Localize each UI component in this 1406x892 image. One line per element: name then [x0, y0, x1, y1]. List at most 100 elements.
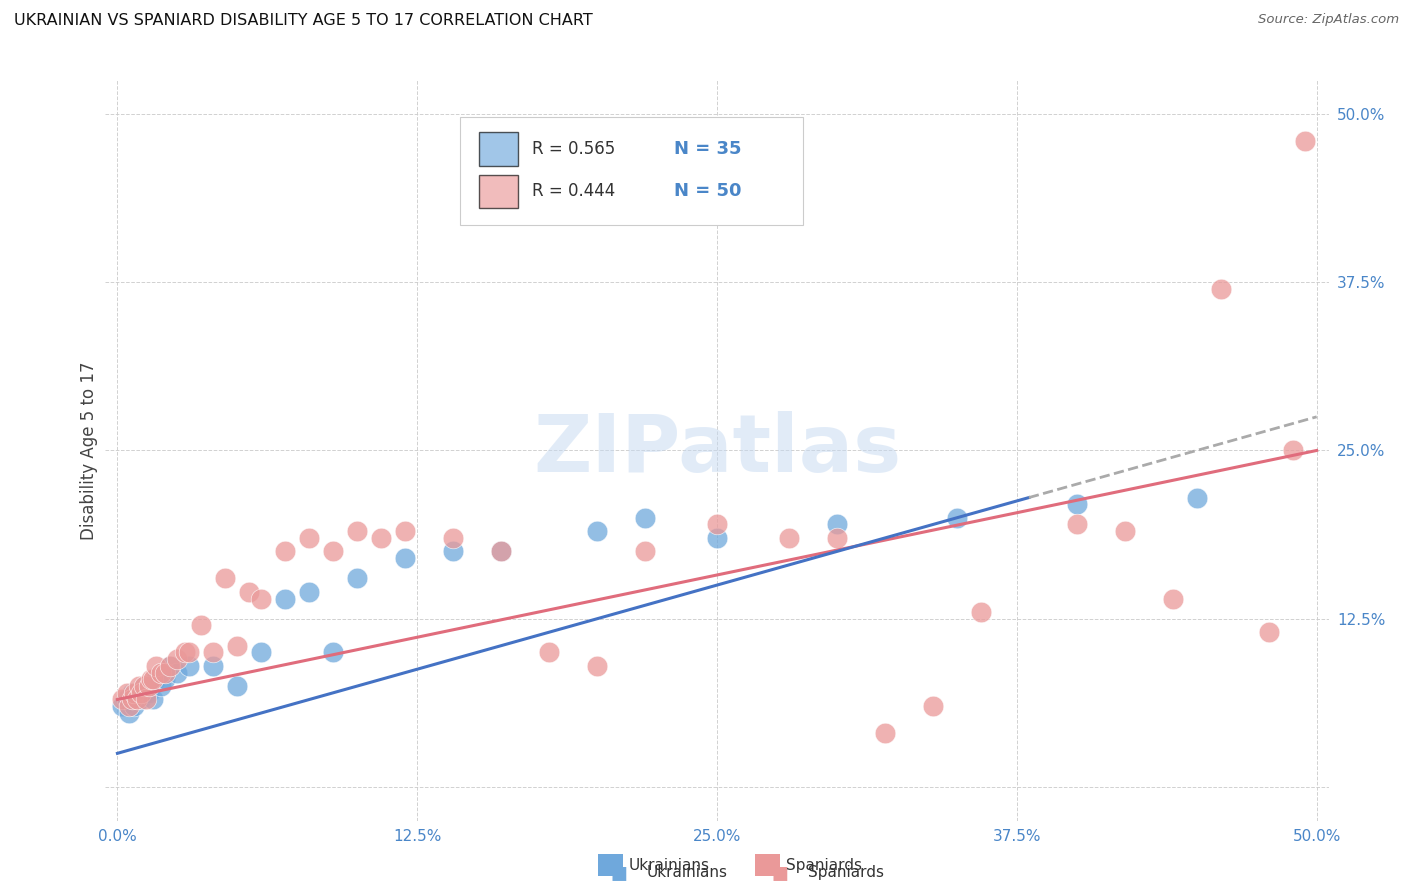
Point	[138, 686, 160, 700]
Point	[125, 692, 148, 706]
Point	[121, 692, 143, 706]
Point	[122, 699, 145, 714]
Point	[132, 679, 155, 693]
Text: N = 35: N = 35	[675, 140, 742, 158]
Text: R = 0.444: R = 0.444	[533, 182, 616, 201]
Point	[489, 544, 512, 558]
Point	[634, 544, 657, 558]
Point	[1209, 282, 1232, 296]
Point	[155, 665, 177, 680]
Point	[586, 524, 609, 539]
Text: ▪: ▪	[770, 858, 790, 887]
Point	[138, 679, 160, 693]
Point	[128, 679, 150, 693]
Point	[135, 686, 157, 700]
Text: N = 50: N = 50	[675, 182, 742, 201]
Y-axis label: Disability Age 5 to 17: Disability Age 5 to 17	[80, 361, 98, 540]
Point	[155, 673, 177, 687]
Text: Source: ZipAtlas.com: Source: ZipAtlas.com	[1258, 13, 1399, 27]
Point	[179, 658, 201, 673]
FancyBboxPatch shape	[460, 118, 803, 225]
Point	[145, 658, 167, 673]
Point	[946, 510, 969, 524]
Point	[142, 692, 165, 706]
Point	[322, 544, 344, 558]
Point	[128, 686, 150, 700]
Text: Spaniards: Spaniards	[786, 858, 862, 872]
Point	[122, 686, 145, 700]
Point	[441, 544, 464, 558]
Point	[202, 658, 225, 673]
Text: Ukrainians: Ukrainians	[647, 865, 728, 880]
Point	[135, 692, 157, 706]
Point	[586, 658, 609, 673]
Point	[1066, 497, 1088, 511]
Point	[1294, 134, 1316, 148]
Point	[370, 531, 392, 545]
Point	[322, 645, 344, 659]
Point	[394, 551, 416, 566]
Point	[346, 524, 368, 539]
Text: Spaniards: Spaniards	[808, 865, 884, 880]
Point	[1281, 443, 1303, 458]
Point	[274, 544, 297, 558]
Point	[214, 571, 236, 585]
Point	[149, 679, 172, 693]
Point	[1257, 625, 1279, 640]
Point	[132, 679, 155, 693]
Point	[149, 665, 172, 680]
Point	[142, 673, 165, 687]
Point	[873, 726, 896, 740]
Point	[970, 605, 993, 619]
Point	[166, 652, 188, 666]
Point	[1185, 491, 1208, 505]
Point	[346, 571, 368, 585]
Point	[159, 658, 181, 673]
Point	[125, 692, 148, 706]
Point	[706, 517, 728, 532]
Point	[226, 639, 249, 653]
Text: Ukrainians: Ukrainians	[628, 858, 710, 872]
Point	[145, 673, 167, 687]
Point	[115, 686, 138, 700]
Point	[131, 686, 153, 700]
Point	[111, 692, 134, 706]
Point	[111, 699, 134, 714]
Point	[274, 591, 297, 606]
Point	[179, 645, 201, 659]
Point	[118, 706, 141, 720]
Point	[441, 531, 464, 545]
Point	[166, 665, 188, 680]
Point	[706, 531, 728, 545]
Point	[538, 645, 561, 659]
Point	[190, 618, 212, 632]
FancyBboxPatch shape	[478, 175, 517, 208]
Point	[298, 584, 321, 599]
Point	[159, 658, 181, 673]
Text: UKRAINIAN VS SPANIARD DISABILITY AGE 5 TO 17 CORRELATION CHART: UKRAINIAN VS SPANIARD DISABILITY AGE 5 T…	[14, 13, 593, 29]
Point	[173, 645, 195, 659]
Point	[1161, 591, 1184, 606]
Point	[489, 544, 512, 558]
Point	[115, 692, 138, 706]
Text: R = 0.565: R = 0.565	[533, 140, 616, 158]
Point	[139, 673, 162, 687]
Point	[118, 699, 141, 714]
Text: ▪: ▪	[609, 858, 628, 887]
Point	[1114, 524, 1136, 539]
Point	[298, 531, 321, 545]
Point	[1066, 517, 1088, 532]
Point	[394, 524, 416, 539]
Text: ZIPatlas: ZIPatlas	[533, 411, 901, 490]
Point	[121, 686, 143, 700]
Point	[825, 531, 848, 545]
FancyBboxPatch shape	[478, 133, 517, 166]
Point	[202, 645, 225, 659]
Point	[131, 692, 153, 706]
Point	[226, 679, 249, 693]
Point	[238, 584, 260, 599]
Point	[250, 591, 273, 606]
Point	[825, 517, 848, 532]
Point	[778, 531, 800, 545]
Point	[250, 645, 273, 659]
